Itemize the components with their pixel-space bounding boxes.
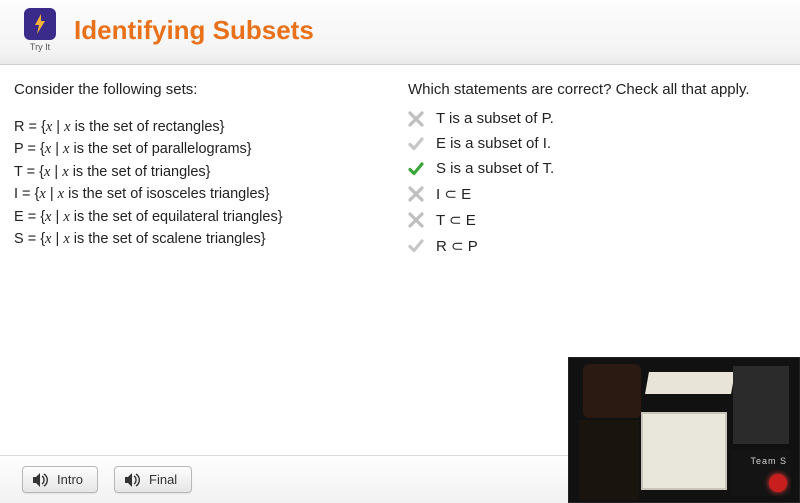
lightning-icon <box>24 8 56 40</box>
video-decor <box>641 412 727 490</box>
answer-list: T is a subset of P. E is a subset of I. S … <box>408 110 782 255</box>
video-decor <box>645 372 735 394</box>
final-label: Final <box>149 472 177 487</box>
speaker-icon <box>125 473 141 487</box>
prompt-text: Consider the following sets: <box>14 81 388 98</box>
x-mark-icon <box>408 212 424 228</box>
answer-text: I ⊂ E <box>436 185 471 203</box>
final-audio-button[interactable]: Final <box>114 466 192 493</box>
answer-text: T ⊂ E <box>436 211 476 229</box>
answer-text: R ⊂ P <box>436 237 478 255</box>
question-text: Which statements are correct? Check all … <box>408 81 782 98</box>
check-mark-icon <box>408 161 424 177</box>
set-def-row: S = {x | x is the set of scalene triangl… <box>14 228 388 250</box>
right-column: Which statements are correct? Check all … <box>408 81 782 255</box>
speaker-icon <box>33 473 49 487</box>
answer-option[interactable]: T is a subset of P. <box>408 110 782 127</box>
answer-text: E is a subset of I. <box>436 135 551 152</box>
video-decor <box>579 420 639 500</box>
intro-label: Intro <box>57 472 83 487</box>
check-mark-icon <box>408 136 424 152</box>
video-decor <box>733 366 789 444</box>
check-mark-icon <box>408 238 424 254</box>
answer-option[interactable]: I ⊂ E <box>408 185 782 203</box>
left-column: Consider the following sets: R = {x | x … <box>14 81 388 255</box>
set-def-row: T = {x | x is the set of triangles} <box>14 161 388 183</box>
set-def-row: E = {x | x is the set of equilateral tri… <box>14 206 388 228</box>
set-def-row: R = {x | x is the set of rectangles} <box>14 116 388 138</box>
x-mark-icon <box>408 111 424 127</box>
x-mark-icon <box>408 186 424 202</box>
tryit-label: Try It <box>30 42 50 52</box>
set-def-row: P = {x | x is the set of parallelograms} <box>14 138 388 160</box>
answer-option[interactable]: T ⊂ E <box>408 211 782 229</box>
answer-option[interactable]: E is a subset of I. <box>408 135 782 152</box>
video-badge-icon <box>769 474 787 492</box>
video-team-label: Team S <box>750 456 787 466</box>
answer-text: T is a subset of P. <box>436 110 554 127</box>
content: Consider the following sets: R = {x | x … <box>0 65 800 255</box>
page-title: Identifying Subsets <box>74 15 314 46</box>
set-def-row: I = {x | x is the set of isosceles trian… <box>14 183 388 205</box>
video-thumbnail[interactable]: Team S <box>568 357 800 503</box>
answer-option[interactable]: S is a subset of T. <box>408 160 782 177</box>
set-definitions: R = {x | x is the set of rectangles}P = … <box>14 116 388 251</box>
intro-audio-button[interactable]: Intro <box>22 466 98 493</box>
video-decor <box>583 364 641 418</box>
answer-option[interactable]: R ⊂ P <box>408 237 782 255</box>
header-bar: Try It Identifying Subsets <box>0 0 800 65</box>
answer-text: S is a subset of T. <box>436 160 554 177</box>
tryit-badge: Try It <box>24 8 56 52</box>
